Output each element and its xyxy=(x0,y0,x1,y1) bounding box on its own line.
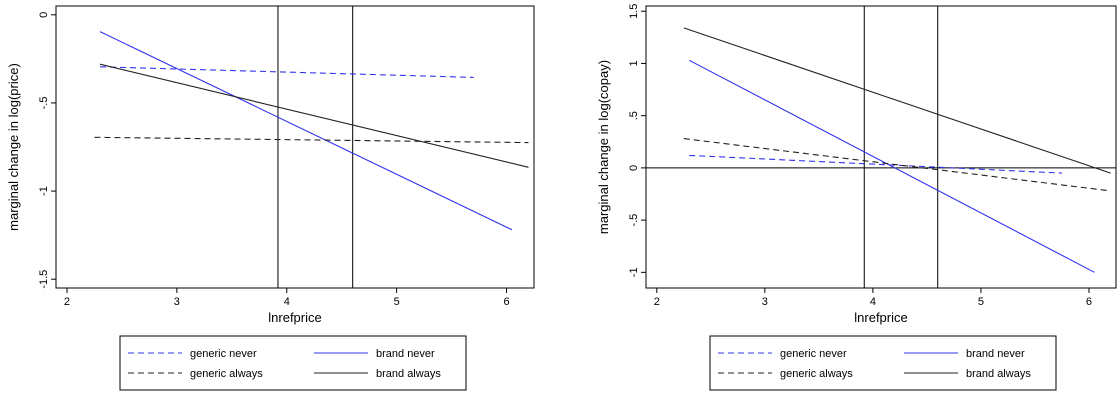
legend-label: brand always xyxy=(966,368,1031,380)
series-line-generic-always xyxy=(94,136,529,144)
series-line-generic-never xyxy=(99,66,474,78)
y-tick-label: -1 xyxy=(38,186,50,196)
y-tick-label: -1.5 xyxy=(38,270,50,289)
chart-panel-1: 2 3 4 5 6 0 -.5 -1 -1.5 lnrefprice marginal change… xyxy=(6,5,535,391)
y-tick-label: -1 xyxy=(628,267,640,277)
y-tick-label: 1 xyxy=(628,60,640,66)
legend-label: brand always xyxy=(376,368,441,380)
y-tick-label: 1.5 xyxy=(628,4,640,19)
plot-area xyxy=(55,5,535,289)
legend-label: brand never xyxy=(966,348,1025,360)
y-axis-title: marginal change in log(price) xyxy=(6,63,21,231)
x-tick-label: 3 xyxy=(174,296,180,308)
plot-area xyxy=(645,5,1117,289)
x-tick-label: 6 xyxy=(1086,296,1092,308)
y-axis-title: marginal change in log(copay) xyxy=(596,60,611,234)
legend-label: generic never xyxy=(190,348,257,360)
x-tick-label: 3 xyxy=(762,296,768,308)
x-tick-label: 6 xyxy=(503,296,509,308)
legend-label: generic always xyxy=(190,368,263,380)
x-tick-label: 4 xyxy=(870,296,876,308)
y-tick-label: .5 xyxy=(628,111,640,120)
series-line-brand-never xyxy=(99,31,513,231)
legend-label: generic never xyxy=(780,348,847,360)
legend-label: generic always xyxy=(780,368,853,380)
series-line-brand-always xyxy=(683,27,1111,174)
legend-box xyxy=(119,335,467,391)
x-tick-label: 5 xyxy=(978,296,984,308)
legend-label: brand never xyxy=(376,348,435,360)
series-line-brand-never xyxy=(688,59,1095,273)
series-line-brand-always xyxy=(99,63,529,168)
y-tick-label: 0 xyxy=(38,12,50,18)
x-tick-label: 5 xyxy=(394,296,400,308)
y-tick-label: -.5 xyxy=(38,97,50,110)
legend-box xyxy=(709,335,1057,391)
x-axis-title: lnrefprice xyxy=(268,310,321,325)
y-tick-label: -.5 xyxy=(628,214,640,227)
x-tick-label: 2 xyxy=(654,296,660,308)
x-axis-title: lnrefprice xyxy=(854,310,907,325)
x-tick-label: 2 xyxy=(64,296,70,308)
y-tick-label: 0 xyxy=(628,165,640,171)
x-tick-label: 4 xyxy=(284,296,290,308)
series-line-generic-never xyxy=(689,154,1063,174)
series-line-generic-always xyxy=(683,138,1111,192)
